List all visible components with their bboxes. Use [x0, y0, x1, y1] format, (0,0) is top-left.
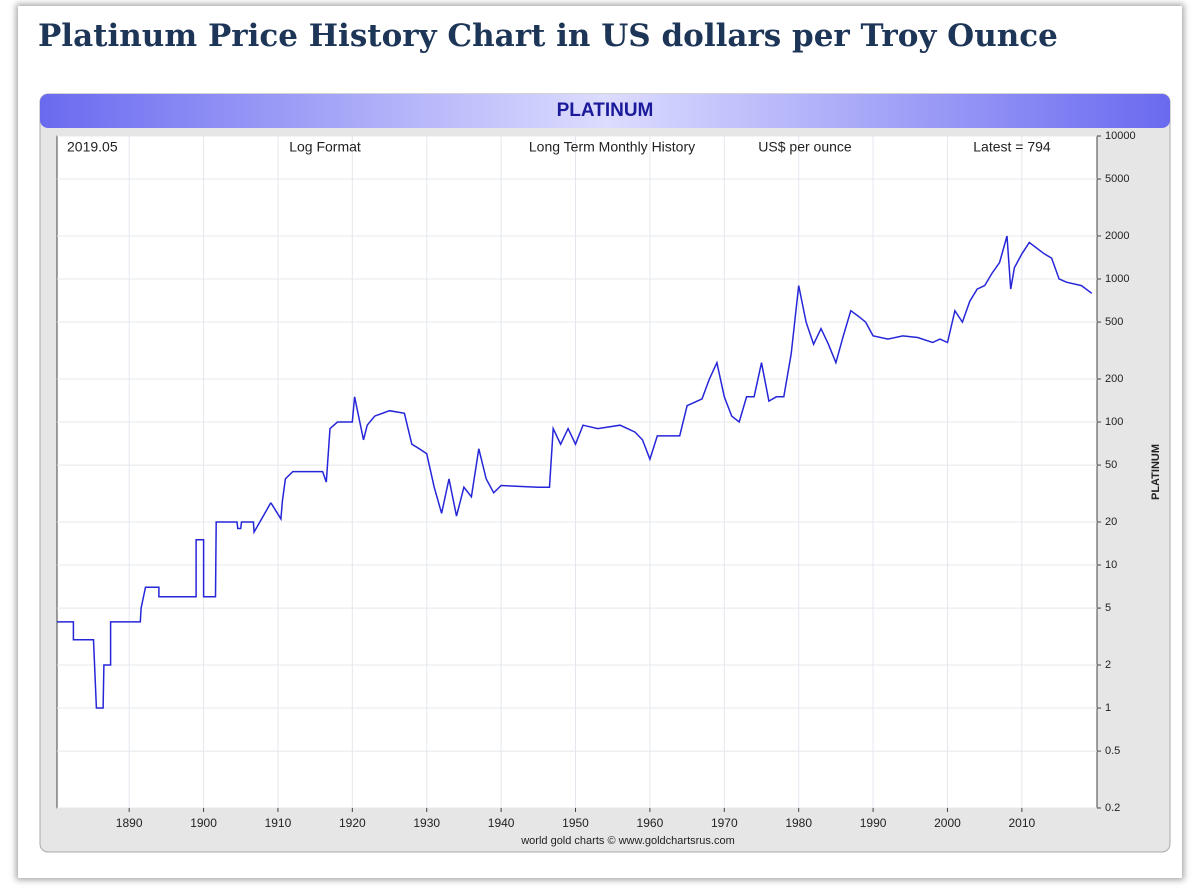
- x-tick-label: 1990: [860, 816, 887, 830]
- annotation: 2019.05: [67, 139, 118, 155]
- x-tick-label: 1890: [116, 816, 143, 830]
- y-tick-label: 10: [1105, 559, 1117, 571]
- x-tick-label: 1900: [190, 816, 217, 830]
- y-axis-label: PLATINUM: [1150, 444, 1162, 500]
- y-tick-label: 5000: [1105, 173, 1129, 185]
- y-tick-label: 2: [1105, 659, 1111, 671]
- x-tick-label: 1910: [265, 816, 292, 830]
- x-tick-label: 1970: [711, 816, 738, 830]
- y-tick-label: 100: [1105, 416, 1123, 428]
- y-tick-label: 20: [1105, 516, 1117, 528]
- y-tick-label: 0.2: [1105, 802, 1120, 814]
- x-tick-label: 1950: [562, 816, 589, 830]
- annotation: Long Term Monthly History: [529, 139, 695, 155]
- source: world gold charts © www.goldchartsrus.co…: [520, 835, 735, 847]
- x-tick-label: 2010: [1009, 816, 1036, 830]
- x-tick-label: 1960: [637, 816, 664, 830]
- y-tick-label: 500: [1105, 316, 1123, 328]
- y-tick-label: 200: [1105, 373, 1123, 385]
- y-tick-label: 0.5: [1105, 745, 1120, 757]
- y-tick-label: 1000: [1105, 273, 1129, 285]
- plot-area: [56, 135, 1098, 809]
- y-tick-label: 1: [1105, 702, 1111, 714]
- x-tick-label: 1980: [785, 816, 812, 830]
- annotation: Log Format: [289, 139, 361, 155]
- chart-title: PLATINUM: [557, 100, 654, 121]
- x-tick-label: 1920: [339, 816, 366, 830]
- annotation: Latest = 794: [973, 139, 1051, 155]
- x-tick-label: 2000: [934, 816, 961, 830]
- x-tick-label: 1930: [413, 816, 440, 830]
- x-tick-label: 1940: [488, 816, 515, 830]
- chart-header: [40, 94, 1170, 128]
- y-tick-label: 50: [1105, 459, 1117, 471]
- y-tick-label: 5: [1105, 602, 1111, 614]
- y-tick-label: 10000: [1105, 130, 1136, 142]
- annotation: US$ per ounce: [758, 139, 852, 155]
- price-line: [57, 235, 1093, 709]
- y-tick-label: 2000: [1105, 230, 1129, 242]
- page-title: Platinum Price History Chart in US dolla…: [38, 18, 1058, 54]
